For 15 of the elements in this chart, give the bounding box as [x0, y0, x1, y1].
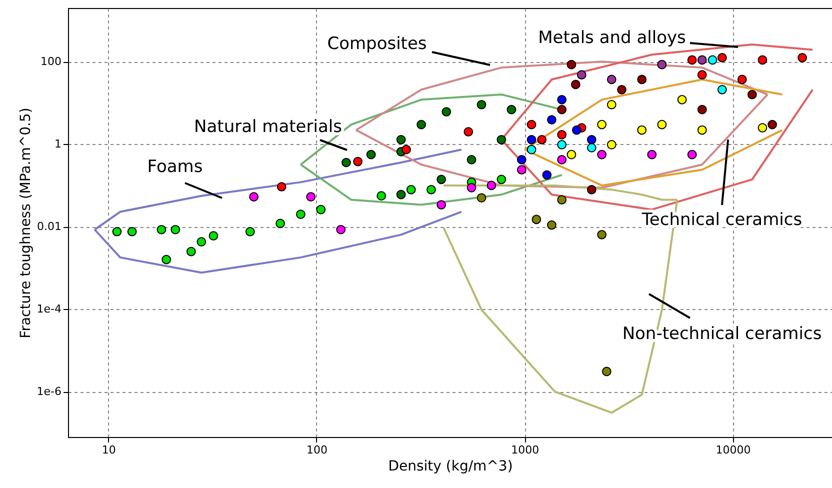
- y-tick-label: 100: [40, 55, 62, 68]
- annotation: Foams: [147, 157, 203, 177]
- annotation: Metals and alloys: [538, 28, 686, 48]
- y-tick-label: 1e-6: [36, 385, 62, 398]
- annotation: Composites: [327, 34, 427, 54]
- y-tick-label: 0.01: [37, 220, 62, 234]
- x-tick-label: 1000: [511, 444, 540, 456]
- annotation: Natural materials: [194, 117, 342, 137]
- y-axis-title: Fracture toughness (MPa.m^0.5): [18, 108, 34, 338]
- x-tick-label: 10: [102, 444, 116, 456]
- y-tick-label: 1e-4: [36, 302, 62, 316]
- x-tick-label: 10000: [716, 444, 751, 456]
- x-tick-label: 100: [306, 444, 328, 456]
- x-axis-title: Density (kg/m^3): [388, 458, 513, 474]
- y-tick-label: 1: [54, 138, 62, 151]
